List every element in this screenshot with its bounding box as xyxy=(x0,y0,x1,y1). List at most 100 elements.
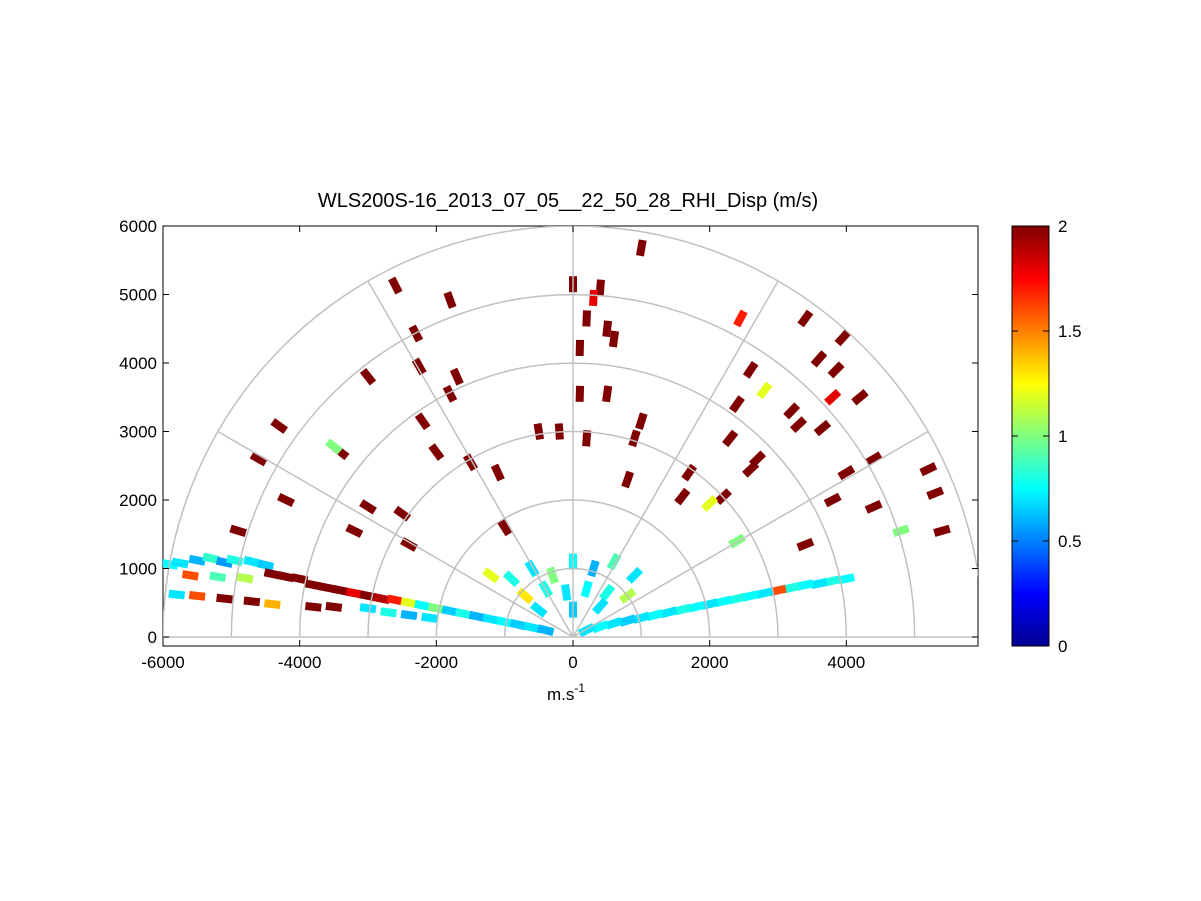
data-cell xyxy=(864,451,883,467)
data-cell xyxy=(933,524,951,537)
data-cell xyxy=(605,616,623,630)
data-cell xyxy=(216,593,233,604)
data-cell xyxy=(468,610,486,623)
data-cell xyxy=(595,279,605,296)
plot-area: -6000 -4000 -2000 0 2000 4000 0 1000 2000 3000 40… xyxy=(119,217,979,672)
data-cell xyxy=(626,566,643,584)
data-cell xyxy=(495,616,514,628)
data-cell xyxy=(851,389,869,406)
y-tick-label: 4000 xyxy=(119,354,157,373)
polar-grid xyxy=(163,226,978,638)
data-cell xyxy=(236,572,254,584)
x-axis: -6000 -4000 -2000 0 2000 4000 xyxy=(141,226,865,672)
data-cell xyxy=(277,571,295,583)
data-cell xyxy=(325,601,343,612)
data-cell xyxy=(442,384,458,403)
data-cell xyxy=(536,624,555,636)
data-cell xyxy=(411,357,427,376)
x-tick-label: 4000 xyxy=(827,653,865,672)
data-cell xyxy=(359,603,377,614)
data-cell xyxy=(714,595,733,608)
colorbar-tick-label: 1 xyxy=(1058,427,1067,446)
data-cell xyxy=(742,460,760,478)
data-cell xyxy=(824,388,842,406)
data-cell xyxy=(592,597,609,615)
colorbar-tick-label: 2 xyxy=(1058,217,1067,236)
y-tick-label: 3000 xyxy=(119,423,157,442)
data-cell xyxy=(926,486,945,500)
data-cell xyxy=(580,580,593,598)
data-cell xyxy=(345,587,363,599)
data-cell xyxy=(646,609,664,622)
colorbar-tick-label: 1.5 xyxy=(1058,322,1082,341)
chart-title: WLS200S-16_2013_07_05__22_50_28_RHI_Disp… xyxy=(318,190,818,212)
x-tick-label: -6000 xyxy=(141,653,184,672)
spoke-line xyxy=(572,280,779,638)
data-cell xyxy=(243,596,261,607)
data-cell xyxy=(824,575,842,587)
data-cell xyxy=(618,614,637,627)
y-tick-label: 6000 xyxy=(119,217,157,236)
data-cell xyxy=(441,605,459,617)
data-cell xyxy=(599,583,616,602)
data-cell xyxy=(582,310,592,327)
data-cell xyxy=(400,597,418,609)
data-cell xyxy=(546,566,559,585)
data-cell xyxy=(796,579,815,591)
data-cell xyxy=(188,591,206,601)
data-cell xyxy=(502,570,521,588)
data-cell xyxy=(837,465,856,481)
data-cell xyxy=(575,385,585,402)
data-cell xyxy=(834,329,852,347)
data-cell xyxy=(168,589,186,600)
data-cell xyxy=(449,367,464,386)
colorbar: 0 0.5 1 1.5 2 xyxy=(1011,217,1082,656)
data-cell xyxy=(455,608,473,620)
data-cell xyxy=(635,412,648,431)
data-cell xyxy=(428,443,445,461)
data-cell xyxy=(291,573,309,585)
data-cell xyxy=(892,524,910,538)
data-cell xyxy=(589,289,598,307)
data-cell xyxy=(490,463,505,482)
data-cell xyxy=(229,524,248,538)
data-cell xyxy=(823,492,842,508)
data-cell xyxy=(608,330,620,348)
data-cell xyxy=(591,620,610,634)
data-cell xyxy=(421,612,438,623)
data-cell xyxy=(388,276,403,295)
data-cell xyxy=(742,360,759,379)
data-cell xyxy=(606,552,622,571)
data-cell xyxy=(636,239,647,257)
data-cell xyxy=(304,601,322,612)
data-cell xyxy=(783,402,801,420)
data-cell xyxy=(810,350,828,368)
data-cell xyxy=(560,583,572,601)
data-cell xyxy=(582,430,592,447)
data-cell xyxy=(722,429,739,448)
data-cell xyxy=(263,599,281,609)
data-cell xyxy=(628,429,641,448)
data-cell xyxy=(813,419,832,437)
y-tick-label: 5000 xyxy=(119,286,157,305)
data-cell xyxy=(602,320,613,338)
colorbar-ticks: 0 0.5 1 1.5 2 xyxy=(1012,217,1082,656)
data-cell xyxy=(681,463,698,482)
data-cell xyxy=(674,487,691,506)
data-cell xyxy=(345,523,364,538)
data-cell xyxy=(482,613,500,625)
data-cell xyxy=(380,607,397,618)
y-tick-label: 1000 xyxy=(119,560,157,579)
data-cell xyxy=(755,587,774,599)
data-cell xyxy=(837,573,855,585)
x-tick-label: 2000 xyxy=(691,653,729,672)
data-cell xyxy=(400,610,418,621)
data-cell xyxy=(741,590,760,602)
data-cell xyxy=(602,385,613,403)
x-tick-label: -4000 xyxy=(278,653,321,672)
data-cell xyxy=(796,537,815,552)
colorbar-gradient xyxy=(1011,225,1050,647)
data-cell xyxy=(243,555,261,568)
colorbar-tick-label: 0.5 xyxy=(1058,532,1082,551)
